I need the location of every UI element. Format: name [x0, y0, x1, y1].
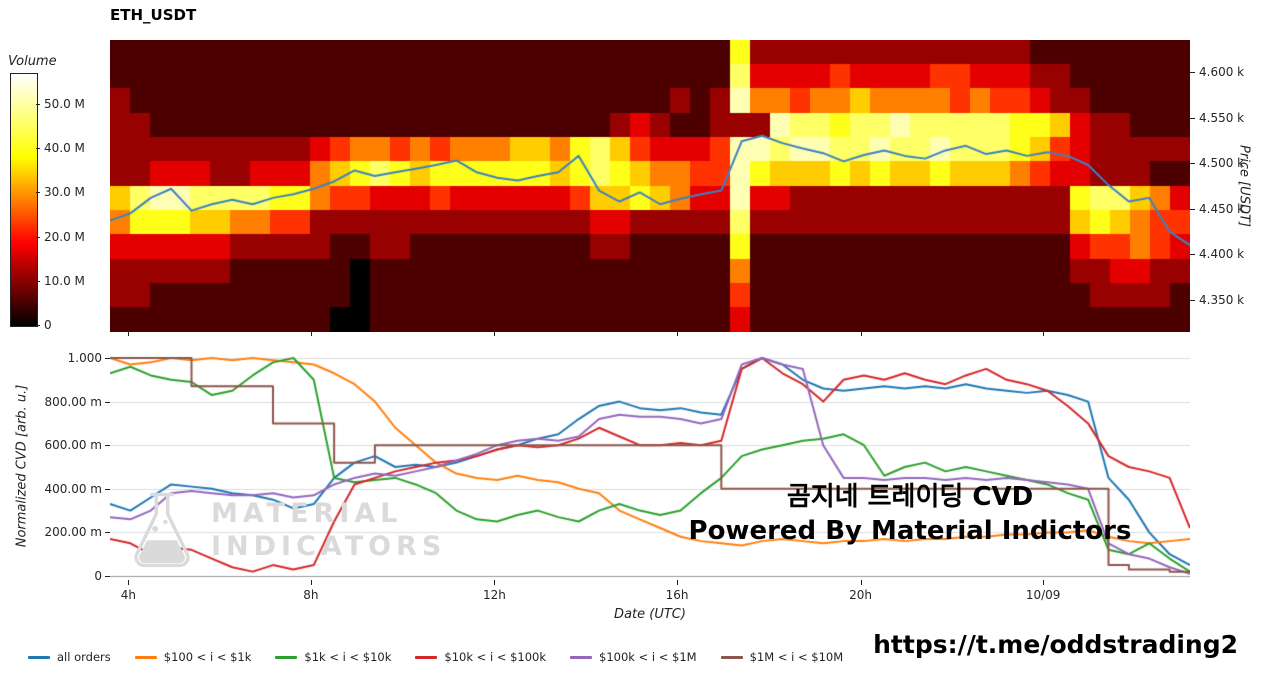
tick-mark — [105, 532, 110, 534]
tick-mark — [494, 332, 496, 336]
tick-mark — [860, 332, 862, 336]
tick-mark — [1043, 332, 1045, 336]
tick-mark — [1190, 300, 1195, 302]
volume-heatmap-canvas — [110, 40, 1190, 332]
overlay-caption: 곰지네 트레이딩 CVD Powered By Material Indicto… — [650, 480, 1170, 548]
tick-label: 12h — [483, 588, 506, 602]
tick-label: 20.0 M — [44, 229, 85, 244]
legend-item: all orders — [28, 650, 111, 664]
tick-mark — [1190, 117, 1195, 119]
tick-mark — [105, 401, 110, 403]
legend-swatch — [720, 655, 743, 659]
tick-mark — [36, 148, 40, 150]
tick-mark — [36, 325, 40, 326]
tick-mark — [105, 576, 110, 577]
tick-mark — [1190, 254, 1195, 256]
tick-mark — [1043, 580, 1045, 585]
colorbar-title: Volume — [8, 54, 57, 69]
tick-label: 800.00 m — [44, 394, 103, 409]
legend: all orders $100 < i < $1k $1k < i < $10k $1… — [28, 650, 843, 664]
overlay-caption-line1: 곰지네 트레이딩 CVD — [786, 482, 1034, 512]
legend-label: $100 < i < $1k — [163, 650, 252, 664]
tick-label: 16h — [665, 588, 689, 602]
legend-item: $1M < i < $10M — [720, 650, 844, 664]
tick-mark — [1190, 163, 1195, 165]
legend-item: $100k < i < $1M — [570, 650, 697, 664]
tick-label: 400.00 m — [44, 481, 103, 496]
tick-label: 4.450 k — [1199, 201, 1245, 216]
legend-label: $1k < i < $10k — [304, 650, 392, 664]
legend-swatch — [415, 655, 438, 659]
legend-swatch — [570, 655, 593, 659]
x-axis-label: Date (UTC) — [614, 607, 686, 622]
tick-mark — [860, 580, 862, 585]
tick-mark — [677, 580, 678, 585]
cvd-chart-canvas — [110, 352, 1190, 580]
tick-mark — [1190, 71, 1195, 73]
tick-mark — [36, 280, 40, 282]
tick-label: 50.0 M — [44, 96, 85, 111]
overlay-caption-line2: Powered By Material Indictors — [688, 516, 1132, 546]
tick-mark — [1190, 208, 1195, 210]
cvd-axis-label: Normalized CVD [arb. u.] — [14, 384, 30, 548]
telegram-url: https://t.me/oddstrading2 — [873, 630, 1238, 659]
tick-mark — [677, 332, 678, 336]
tick-label: 30.0 M — [44, 185, 85, 200]
price-axis-label: Price [USDT] — [1236, 145, 1252, 227]
legend-label: all orders — [57, 650, 111, 664]
page-title: ETH_USDT — [110, 6, 197, 24]
legend-swatch — [28, 655, 50, 659]
tick-label: 0 — [44, 318, 52, 332]
tick-mark — [105, 358, 110, 359]
tick-mark — [128, 580, 130, 585]
tick-label: 10/09 — [1025, 588, 1061, 602]
tick-mark — [36, 103, 40, 105]
tick-label: 20h — [849, 588, 873, 602]
tick-label: 4.600 k — [1199, 64, 1245, 79]
tick-label: 1.000 — [67, 351, 102, 365]
tick-mark — [36, 236, 40, 238]
tick-mark — [105, 488, 110, 490]
legend-label: $1M < i < $10M — [749, 650, 844, 664]
tick-mark — [36, 192, 40, 194]
tick-mark — [128, 332, 130, 336]
legend-label: $10k < i < $100k — [444, 650, 547, 664]
tick-mark — [105, 445, 110, 447]
tick-label: 4.500 k — [1199, 156, 1245, 171]
tick-label: 4.550 k — [1199, 110, 1245, 125]
tick-label: 40.0 M — [44, 141, 85, 156]
tick-mark — [494, 580, 496, 585]
legend-swatch — [134, 655, 157, 659]
tick-label: 4.400 k — [1199, 247, 1245, 262]
tick-mark — [310, 332, 312, 336]
tick-label: 4h — [120, 588, 136, 602]
tick-label: 0 — [94, 569, 102, 583]
tick-label: 600.00 m — [44, 438, 103, 453]
legend-item: $1k < i < $10k — [275, 650, 391, 664]
legend-item: $100 < i < $1k — [134, 650, 252, 664]
legend-label: $100k < i < $1M — [599, 650, 697, 664]
volume-colorbar — [10, 73, 38, 327]
tick-mark — [310, 580, 312, 585]
tick-label: 10.0 M — [44, 273, 85, 288]
legend-item: $10k < i < $100k — [415, 650, 546, 664]
tick-label: 200.00 m — [44, 525, 103, 540]
tick-label: 4.350 k — [1199, 293, 1245, 308]
legend-swatch — [275, 655, 298, 659]
tick-label: 8h — [303, 588, 319, 602]
